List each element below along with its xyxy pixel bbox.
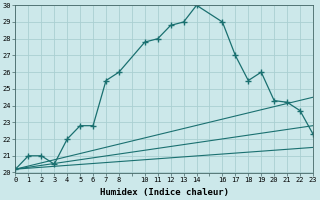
X-axis label: Humidex (Indice chaleur): Humidex (Indice chaleur) — [100, 188, 229, 197]
